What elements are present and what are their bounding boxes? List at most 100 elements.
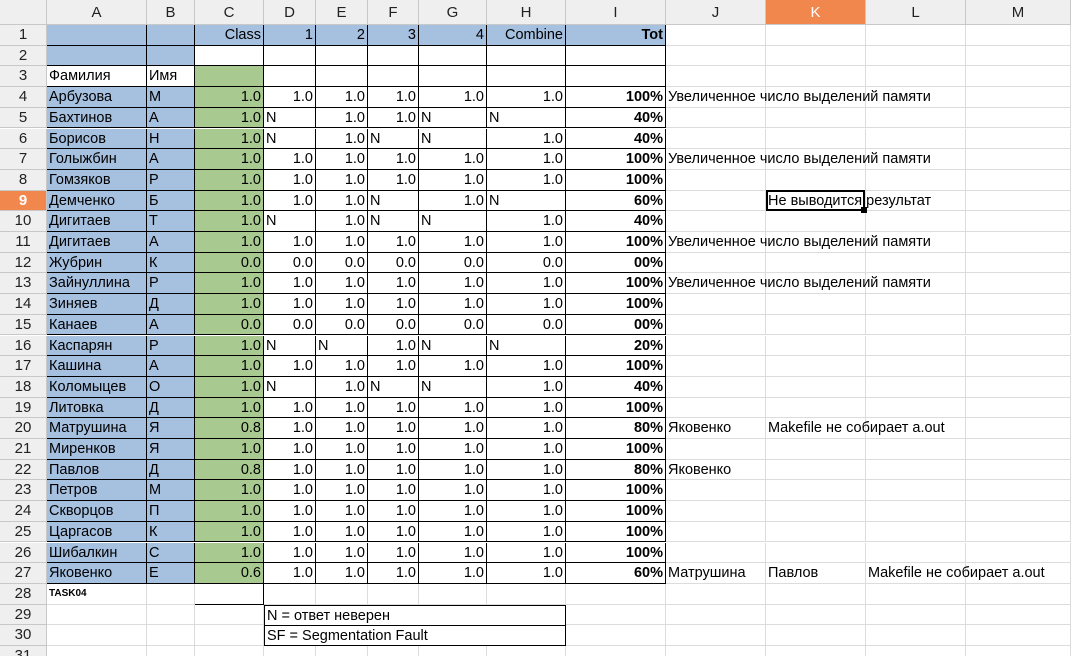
task-score-cell-d[interactable]: N [264, 376, 316, 398]
total-cell[interactable]: 100% [566, 232, 666, 253]
total-cell[interactable]: 100% [566, 501, 666, 522]
task-score-cell-f[interactable]: 1.0 [368, 501, 419, 522]
cell-bg[interactable] [195, 604, 264, 626]
blank-cell[interactable] [566, 66, 666, 88]
blank-cell[interactable] [316, 66, 368, 88]
task-score-cell-e[interactable]: 1.0 [316, 169, 368, 191]
task-score-cell-d[interactable]: N [264, 335, 316, 357]
cell-bg[interactable] [566, 646, 666, 656]
row-header-7[interactable]: 7 [0, 149, 47, 170]
surname-cell[interactable]: Голыжбин [47, 149, 147, 170]
task-score-cell-d[interactable]: 1.0 [264, 521, 316, 543]
total-cell[interactable]: 40% [566, 107, 666, 129]
cell-bg[interactable] [866, 563, 966, 584]
total-cell[interactable]: 100% [566, 87, 666, 108]
row-header-30[interactable]: 30 [0, 625, 47, 646]
class-score-cell[interactable]: 1.0 [195, 107, 264, 129]
task-score-cell-h[interactable]: 1.0 [487, 169, 566, 191]
task-score-cell-f[interactable]: 1.0 [368, 480, 419, 502]
cell-bg[interactable] [966, 45, 1071, 67]
cell-bg[interactable] [666, 149, 766, 170]
row-header-9[interactable]: 9 [0, 190, 47, 212]
cell-bg[interactable] [766, 45, 866, 67]
cell-bg[interactable] [866, 501, 966, 522]
task-score-cell-d[interactable]: N [264, 128, 316, 150]
surname-cell[interactable]: Зайнуллина [47, 273, 147, 295]
class-score-cell[interactable]: 1.0 [195, 128, 264, 150]
task-score-cell-f[interactable]: N [368, 376, 419, 398]
task-score-cell-e[interactable]: 1.0 [316, 563, 368, 584]
cell-bg[interactable] [866, 107, 966, 129]
cell-bg[interactable] [966, 583, 1071, 605]
cell-bg[interactable] [866, 521, 966, 543]
task-score-cell-e[interactable]: 1.0 [316, 128, 368, 150]
row-header-31[interactable]: 31 [0, 646, 47, 656]
row-header-19[interactable]: 19 [0, 397, 47, 419]
total-cell[interactable]: 100% [566, 356, 666, 377]
surname-cell[interactable]: Жубрин [47, 252, 147, 274]
class-score-cell[interactable]: 1.0 [195, 480, 264, 502]
cell-bg[interactable] [966, 397, 1071, 419]
task-score-cell-d[interactable]: 1.0 [264, 169, 316, 191]
class-score-cell[interactable]: 1.0 [195, 335, 264, 357]
task-score-cell-f[interactable]: 1.0 [368, 542, 419, 564]
header-cell-i[interactable]: Tot [566, 25, 666, 46]
blank-cell[interactable] [487, 66, 566, 88]
cell-bg[interactable] [766, 107, 866, 129]
task-score-cell-g[interactable]: 1.0 [419, 190, 487, 212]
task-score-cell-e[interactable]: 1.0 [316, 418, 368, 439]
cell-bg[interactable] [47, 604, 147, 626]
surname-cell[interactable]: Литовка [47, 397, 147, 419]
cell-bg[interactable] [866, 211, 966, 232]
cell-bg[interactable] [966, 107, 1071, 129]
cell-bg[interactable] [866, 169, 966, 191]
task-score-cell-h[interactable]: 1.0 [487, 563, 566, 584]
class-score-cell[interactable]: 1.0 [195, 521, 264, 543]
task-score-cell-g[interactable]: 1.0 [419, 501, 487, 522]
cell-bg[interactable] [264, 583, 316, 605]
row-header-20[interactable]: 20 [0, 418, 47, 439]
task-score-cell-f[interactable]: 1.0 [368, 273, 419, 295]
cell-bg[interactable] [866, 459, 966, 481]
task-score-cell-g[interactable]: 0.0 [419, 252, 487, 274]
class-score-cell[interactable]: 1.0 [195, 439, 264, 460]
comment-cell-j[interactable]: Матрушина [668, 565, 746, 582]
cell-bg[interactable] [866, 294, 966, 315]
task-score-cell-h[interactable]: 1.0 [487, 149, 566, 170]
cell-bg[interactable] [147, 583, 195, 605]
class-score-cell[interactable]: 1.0 [195, 397, 264, 419]
task-score-cell-f[interactable]: 1.0 [368, 232, 419, 253]
cell-bg[interactable] [666, 314, 766, 336]
task-score-cell-e[interactable]: 1.0 [316, 521, 368, 543]
comment-cell-l[interactable]: Makefile не собирает a.out [868, 565, 1045, 582]
blank-cell[interactable] [264, 66, 316, 88]
name-cell[interactable]: А [147, 107, 195, 129]
row-header-2[interactable]: 2 [0, 45, 47, 67]
task-score-cell-h[interactable]: N [487, 190, 566, 212]
cell-bg[interactable] [666, 397, 766, 419]
class-score-cell[interactable]: 0.0 [195, 252, 264, 274]
task-score-cell-f[interactable]: N [368, 211, 419, 232]
name-cell[interactable]: Б [147, 190, 195, 212]
row-header-12[interactable]: 12 [0, 252, 47, 274]
name-cell[interactable]: М [147, 480, 195, 502]
fill-handle[interactable] [861, 207, 867, 214]
task-score-cell-g[interactable]: 1.0 [419, 459, 487, 481]
name-cell[interactable]: Д [147, 459, 195, 481]
row-header-10[interactable]: 10 [0, 211, 47, 232]
total-cell[interactable]: 00% [566, 252, 666, 274]
cell-bg[interactable] [766, 439, 866, 460]
cell-bg[interactable] [666, 646, 766, 656]
task-score-cell-g[interactable]: 1.0 [419, 273, 487, 295]
cell-bg[interactable] [666, 521, 766, 543]
class-score-cell[interactable]: 1.0 [195, 232, 264, 253]
blank-cell[interactable] [47, 45, 147, 67]
task-score-cell-e[interactable]: 0.0 [316, 252, 368, 274]
total-cell[interactable]: 100% [566, 149, 666, 170]
cell-bg[interactable] [866, 542, 966, 564]
row-header-13[interactable]: 13 [0, 273, 47, 295]
cell-bg[interactable] [316, 583, 368, 605]
name-cell[interactable]: К [147, 252, 195, 274]
legend-wrong-answer[interactable]: N = ответ неверен [264, 604, 566, 626]
task-score-cell-d[interactable]: 1.0 [264, 232, 316, 253]
